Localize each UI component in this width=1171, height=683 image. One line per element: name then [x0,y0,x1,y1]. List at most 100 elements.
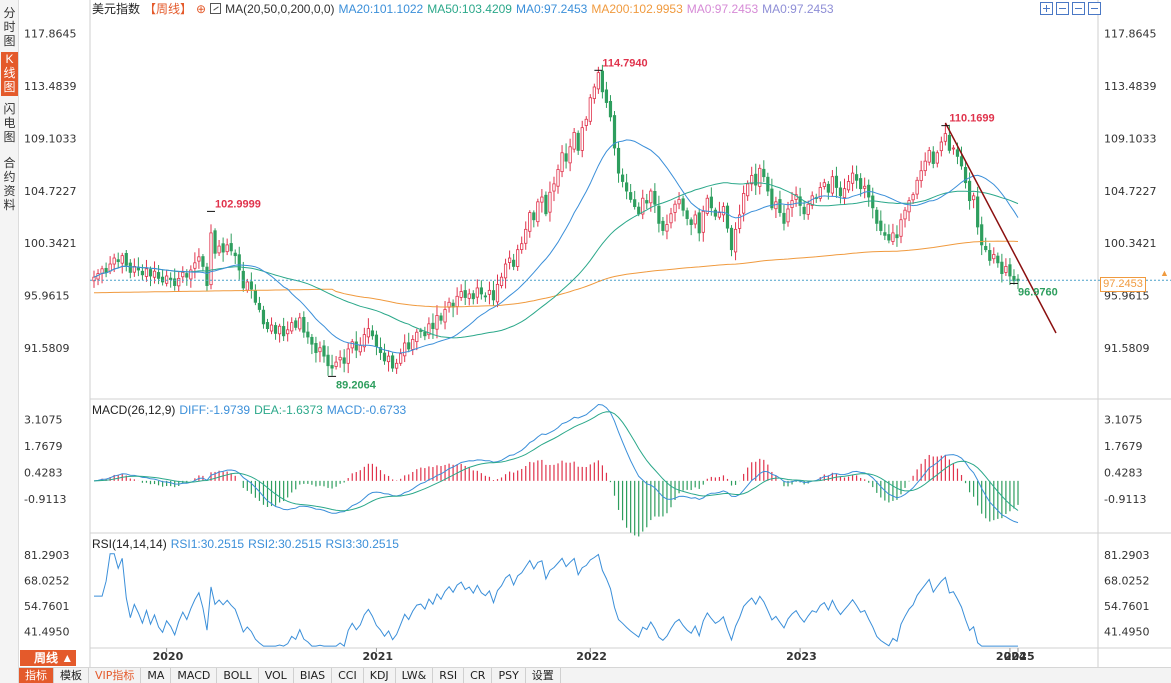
candle-body-156 [721,206,726,216]
price-tick-left-6: 91.5809 [24,342,70,355]
candle-body-71 [378,347,383,353]
period-selector-button[interactable]: 周线 ▲ [20,650,76,666]
rsi-tick-left-2: 54.7601 [24,600,70,613]
candle-body-195 [879,220,883,231]
candle-body-122 [584,118,588,126]
rsi-tick-left-3: 41.4950 [24,626,70,639]
candle-body-130 [616,147,621,174]
candle-body-78 [407,342,411,350]
candle-body-79 [411,338,415,350]
indicator-tab-2[interactable]: VIP指标 [89,668,142,683]
indicator-tab-1[interactable]: 模板 [54,668,89,683]
candle-body-9 [128,262,132,273]
macd-tick-left-2: 0.4283 [24,466,63,479]
ma-chart-icon[interactable] [210,3,222,14]
candle-body-223 [992,254,996,260]
candle-body-176 [802,206,806,215]
candle-body-77 [403,342,407,357]
candle-body-212 [947,134,952,151]
candle-body-134 [633,199,637,208]
candle-body-121 [580,127,584,151]
candle-body-37 [241,270,245,289]
candle-body-200 [899,219,903,237]
indicator-tab-11[interactable]: RSI [433,668,465,683]
sidebar-tab-flash[interactable]: 闪电图 [3,102,16,144]
candle-body-62 [342,357,346,364]
candle-body-19 [169,277,173,280]
price-tick-right-1: 113.4839 [1104,80,1157,93]
annotation-label-4: 96.9760 [1018,286,1058,298]
candle-body-160 [737,214,742,229]
candle-body-207 [927,149,931,163]
sidebar-tabs: 分时图 K线图 闪电图 合约资料 [0,0,19,683]
move-right-button[interactable] [1088,2,1101,15]
indicator-tab-8[interactable]: CCI [332,668,364,683]
candle-body-152 [705,197,709,214]
candle-body-163 [750,175,754,185]
macd-diff: DIFF:-1.9739 [179,403,251,417]
zoom-in-button[interactable] [1040,2,1053,15]
indicator-tab-3[interactable]: MA [141,668,172,683]
candle-body-104 [512,259,516,267]
rsi-tick-right-2: 54.7601 [1104,600,1150,613]
candle-body-12 [140,270,145,276]
candle-body-217 [967,180,972,202]
moving-average-series [90,122,1171,354]
candle-body-157 [725,205,730,229]
price-tick-left-0: 117.8645 [24,28,77,41]
macd-tick-left-1: 1.7679 [24,440,63,453]
indicator-tab-13[interactable]: PSY [492,668,526,683]
candle-body-113 [548,191,552,213]
candle-body-106 [520,243,524,250]
candle-body-111 [540,196,544,203]
candle-body-123 [588,97,592,122]
zoom-out-button[interactable] [1056,2,1069,15]
settings-icon[interactable]: ⊕ [196,2,207,16]
candle-body-191 [863,185,867,189]
indicator-tab-4[interactable]: MACD [171,668,218,683]
indicator-tab-12[interactable]: CR [464,668,493,683]
macd-dea: DEA:-1.6373 [254,403,323,417]
candle-body-101 [499,276,504,286]
candle-body-59 [330,365,334,369]
sidebar-tab-contract-info[interactable]: 合约资料 [3,156,16,212]
macd-tick-left-0: 3.1075 [24,414,63,427]
xlabel-2: 2022 [576,650,607,663]
candle-body-119 [572,132,576,150]
indicator-tab-9[interactable]: KDJ [364,668,396,683]
candle-body-44 [269,324,274,332]
candle-body-144 [673,203,677,213]
candle-body-41 [257,302,262,310]
chart-frame [89,0,1171,667]
candle-body-7 [120,255,124,264]
sidebar-tab-kline[interactable]: K线图 [1,52,18,96]
candle-body-149 [693,214,697,225]
ma-value-5: MA0:97.2453 [762,2,834,16]
sidebar-tab-timeshare[interactable]: 分时图 [3,6,16,48]
candle-body-147 [685,210,689,219]
indicator-tab-10[interactable]: LW& [396,668,434,683]
candle-body-95 [475,287,479,298]
move-left-button[interactable] [1072,2,1085,15]
xlabel-5: 2025 [1004,650,1035,663]
ma-value-4: MA0:97.2453 [686,2,759,16]
candle-body-29 [209,232,213,286]
indicator-tab-0[interactable]: 指标 [19,668,54,683]
candle-body-140 [657,205,661,224]
candle-body-150 [697,212,701,234]
indicator-tab-5[interactable]: BOLL [217,668,259,683]
macd-axis: 3.1075 3.1075 1.7679 1.7679 0.4283 0.4283 -0.9… [24,414,1146,506]
candle-body-99 [491,290,496,301]
candle-body-222 [988,250,992,261]
indicator-tab-6[interactable]: VOL [259,668,294,683]
indicator-tab-7[interactable]: BIAS [294,668,333,683]
indicator-tab-14[interactable]: 设置 [526,668,561,683]
last-price-tag: 97.2453 [1100,277,1146,292]
rsi-name: RSI(14,14,14) [92,537,167,551]
candle-body-165 [758,167,762,187]
candle-body-155 [717,212,722,218]
candle-body-91 [459,291,463,298]
period-label[interactable]: 【周线】 [144,2,193,16]
